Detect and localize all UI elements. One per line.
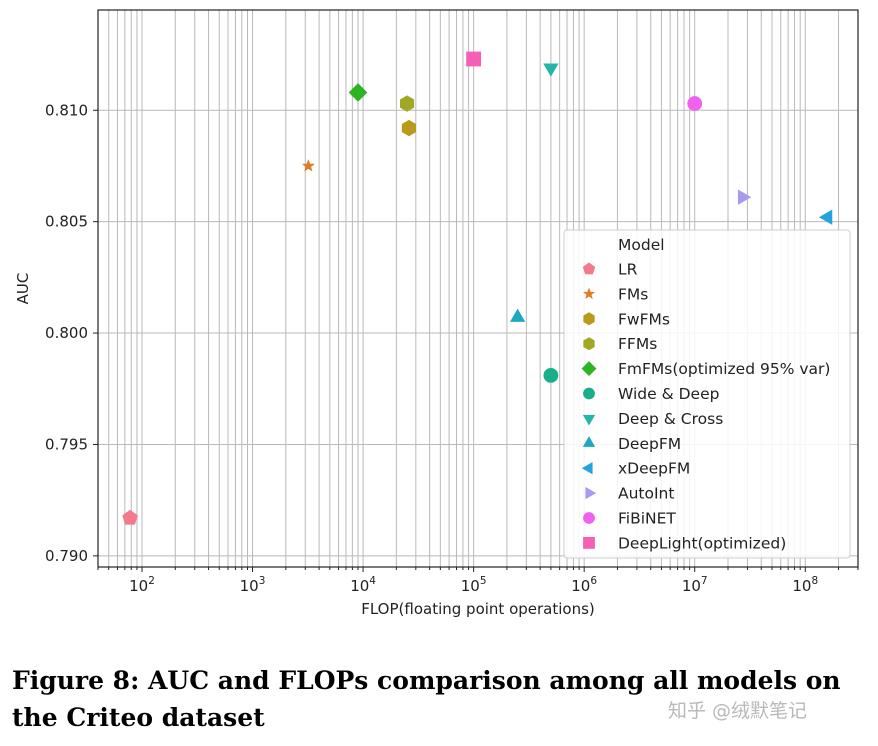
data-point bbox=[348, 83, 368, 102]
y-tick-labels: 0.790 0.795 0.800 0.805 0.810 bbox=[45, 101, 88, 565]
legend-marker bbox=[583, 312, 595, 326]
data-point bbox=[737, 189, 752, 205]
data-point bbox=[687, 96, 703, 111]
legend-marker bbox=[583, 387, 595, 400]
data-point bbox=[122, 509, 138, 525]
x-tick-label: 105 bbox=[461, 575, 487, 595]
legend-marker bbox=[582, 262, 596, 275]
data-point bbox=[818, 209, 833, 225]
legend-label: Deep & Cross bbox=[618, 410, 723, 428]
legend: Model LR FMs FwFMs FFMs FmFMs(optimized 95% … bbox=[563, 229, 851, 559]
legend-marker bbox=[582, 414, 596, 426]
legend-label: FwFMs bbox=[618, 310, 670, 328]
plot-frame bbox=[97, 9, 859, 568]
legend-label: LR bbox=[618, 261, 638, 279]
legend-marker bbox=[582, 436, 596, 447]
legend-marker bbox=[581, 361, 597, 377]
data-points bbox=[122, 51, 833, 525]
y-tick-label: 0.795 bbox=[45, 435, 88, 453]
data-point bbox=[301, 159, 315, 172]
legend-label: Wide & Deep bbox=[618, 385, 719, 403]
x-tick-label: 107 bbox=[682, 575, 708, 595]
data-point bbox=[401, 119, 417, 137]
data-point bbox=[466, 51, 482, 67]
legend-marker bbox=[583, 537, 595, 549]
data-point bbox=[399, 95, 415, 112]
legend-box bbox=[563, 229, 851, 559]
legend-label: xDeepFM bbox=[618, 460, 690, 478]
legend-label: DeepLight(optimized) bbox=[618, 534, 786, 552]
figure-caption: Figure 8: AUC and FLOPs comparison among… bbox=[12, 666, 841, 732]
auc-flops-scatter-chart: 102 103 104 105 106 107 108 0.790 0.795 0.800 0.8… bbox=[14, 9, 859, 618]
legend-marker bbox=[585, 486, 597, 500]
y-tick-label: 0.810 bbox=[45, 101, 88, 119]
data-point bbox=[543, 367, 559, 383]
x-tick-labels: 102 103 104 105 106 107 108 bbox=[129, 575, 818, 595]
x-tick-label: 108 bbox=[792, 575, 818, 595]
legend-marker bbox=[582, 287, 596, 300]
x-tick-label: 103 bbox=[240, 575, 266, 595]
legend-label: AutoInt bbox=[618, 485, 674, 503]
legend-items: LR FMs FwFMs FFMs FmFMs(optimized 95% var) Wi… bbox=[581, 261, 830, 552]
legend-marker bbox=[583, 512, 595, 524]
legend-marker bbox=[581, 462, 593, 475]
legend-label: FMs bbox=[618, 285, 648, 303]
data-point bbox=[509, 308, 526, 322]
x-axis-label: FLOP(floating point operations) bbox=[361, 600, 595, 618]
x-tick-label: 102 bbox=[129, 575, 155, 595]
axis-ticks bbox=[93, 109, 859, 572]
legend-title: Model bbox=[618, 236, 665, 254]
data-point bbox=[543, 63, 559, 77]
legend-label: DeepFM bbox=[618, 435, 681, 453]
y-axis-label: AUC bbox=[14, 273, 32, 305]
x-tick-label: 106 bbox=[571, 575, 597, 595]
x-tick-label: 104 bbox=[350, 575, 376, 595]
watermark: 知乎 @绒默笔记 bbox=[668, 700, 808, 722]
y-tick-label: 0.805 bbox=[45, 213, 88, 231]
y-tick-label: 0.800 bbox=[45, 324, 88, 342]
legend-label: FmFMs(optimized 95% var) bbox=[618, 360, 830, 378]
legend-label: FFMs bbox=[618, 335, 657, 353]
legend-marker bbox=[583, 337, 595, 351]
y-tick-label: 0.790 bbox=[45, 547, 88, 565]
legend-label: FiBiNET bbox=[618, 510, 676, 528]
